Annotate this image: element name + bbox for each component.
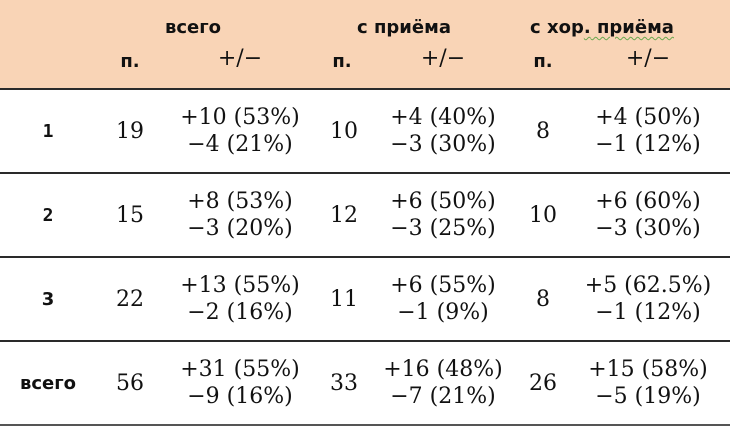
header-sub-pm-total: +/− xyxy=(217,46,263,71)
header-sub-n-recv: п. xyxy=(332,51,352,72)
recv-n: 33 xyxy=(330,370,358,396)
table-row: 1 19 +10 (53%) −4 (21%) 10 +4 (40%) −3 (… xyxy=(0,90,730,174)
header-sub-n-total: п. xyxy=(120,51,140,72)
row-label: всего xyxy=(19,372,77,394)
total-n: 22 xyxy=(116,286,144,312)
table-row-total: всего 56 +31 (55%) −9 (16%) 33 +16 (48%)… xyxy=(0,342,730,426)
total-pm: +8 (53%) −3 (20%) xyxy=(187,174,293,256)
minus-value: −1 (9%) xyxy=(397,300,489,325)
minus-value: −4 (21%) xyxy=(187,132,293,157)
header-group-good-prefix: с хор xyxy=(530,17,584,38)
total-n: 19 xyxy=(116,118,144,144)
header-sub-pm-good: +/− xyxy=(625,46,671,71)
header-group-good-dot: . xyxy=(583,17,591,38)
plus-value: +5 (62.5%) xyxy=(584,273,712,298)
good-pm: +6 (60%) −3 (30%) xyxy=(595,174,701,256)
row-label: 1 xyxy=(42,120,54,142)
header-sub-n-good: п. xyxy=(533,51,553,72)
plus-value: +31 (55%) xyxy=(180,357,300,382)
header-group-from-good-reception: с хор. приёма xyxy=(530,17,674,38)
minus-value: −3 (20%) xyxy=(187,216,293,241)
minus-value: −5 (19%) xyxy=(595,384,701,409)
plus-value: +6 (60%) xyxy=(595,189,701,214)
minus-value: −9 (16%) xyxy=(187,384,293,409)
header-group-from-reception: с приёма xyxy=(357,17,451,38)
good-n: 8 xyxy=(536,286,550,312)
recv-n: 11 xyxy=(330,286,358,312)
table-header: всего с приёма с хор. приёма п. +/− п. +… xyxy=(0,0,730,90)
table-row: 2 15 +8 (53%) −3 (20%) 12 +6 (50%) −3 (2… xyxy=(0,174,730,258)
row-label: 2 xyxy=(42,204,54,226)
minus-value: −3 (30%) xyxy=(390,132,496,157)
minus-value: −3 (25%) xyxy=(390,216,496,241)
recv-pm: +4 (40%) −3 (30%) xyxy=(390,90,496,172)
total-n: 56 xyxy=(116,370,144,396)
total-pm: +31 (55%) −9 (16%) xyxy=(180,342,300,424)
plus-value: +4 (50%) xyxy=(595,105,701,130)
recv-n: 10 xyxy=(330,118,358,144)
good-pm: +5 (62.5%) −1 (12%) xyxy=(585,258,711,340)
total-n: 15 xyxy=(116,202,144,228)
recv-pm: +6 (55%) −1 (9%) xyxy=(390,258,496,340)
plus-value: +8 (53%) xyxy=(187,189,293,214)
total-pm: +10 (53%) −4 (21%) xyxy=(180,90,300,172)
plus-value: +4 (40%) xyxy=(390,105,496,130)
row-label: 3 xyxy=(41,288,55,310)
table-row: 3 22 +13 (55%) −2 (16%) 11 +6 (55%) −1 (… xyxy=(0,258,730,342)
minus-value: −2 (16%) xyxy=(187,300,293,325)
plus-value: +13 (55%) xyxy=(180,273,300,298)
header-group-total: всего xyxy=(164,17,222,38)
total-pm: +13 (55%) −2 (16%) xyxy=(180,258,300,340)
minus-value: −3 (30%) xyxy=(595,216,701,241)
header-sub-pm-recv: +/− xyxy=(420,46,466,71)
minus-value: −1 (12%) xyxy=(595,132,701,157)
recv-pm: +6 (50%) −3 (25%) xyxy=(390,174,496,256)
good-n: 26 xyxy=(529,370,557,396)
plus-value: +16 (48%) xyxy=(383,357,503,382)
plus-value: +15 (58%) xyxy=(588,357,708,382)
good-pm: +15 (58%) −5 (19%) xyxy=(588,342,708,424)
minus-value: −7 (21%) xyxy=(390,384,496,409)
good-n: 10 xyxy=(529,202,557,228)
good-pm: +4 (50%) −1 (12%) xyxy=(595,90,701,172)
minus-value: −1 (12%) xyxy=(595,300,701,325)
spellcheck-mark: . приёма xyxy=(584,17,674,38)
good-n: 8 xyxy=(536,118,550,144)
plus-value: +10 (53%) xyxy=(180,105,300,130)
plus-value: +6 (55%) xyxy=(390,273,496,298)
plus-value: +6 (50%) xyxy=(390,189,496,214)
header-group-good-suffix: приёма xyxy=(590,17,674,38)
recv-n: 12 xyxy=(330,202,358,228)
recv-pm: +16 (48%) −7 (21%) xyxy=(383,342,503,424)
